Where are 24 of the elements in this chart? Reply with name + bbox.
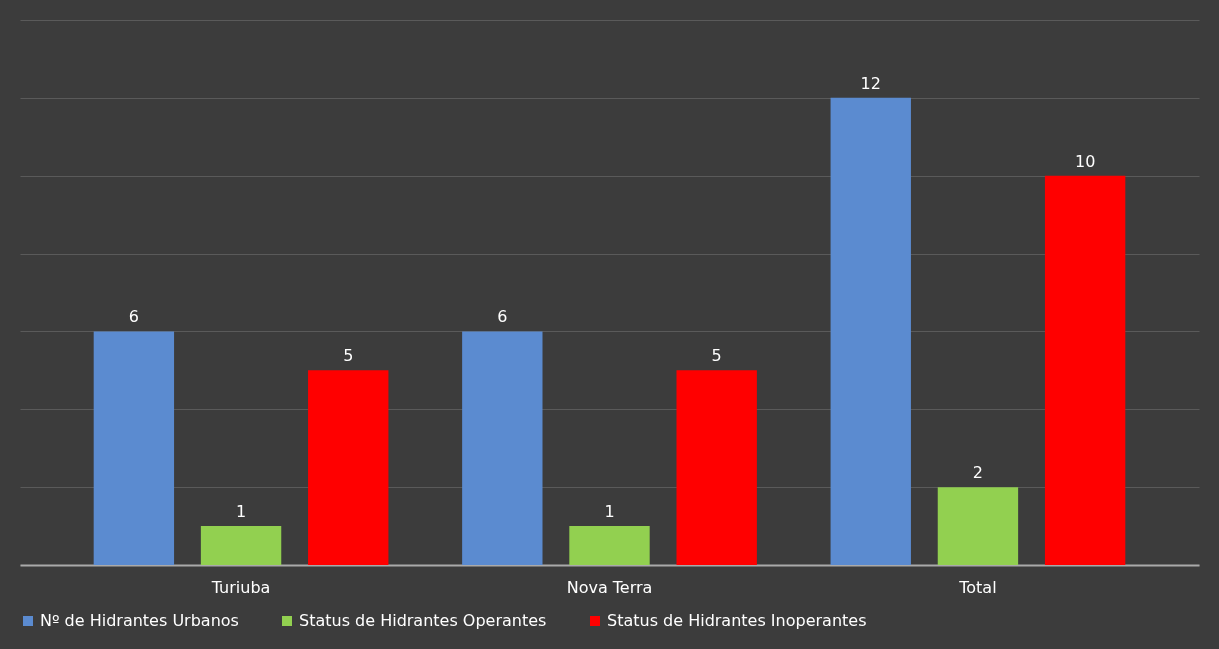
bar <box>308 370 389 565</box>
data-label: 12 <box>860 73 881 93</box>
data-label: 5 <box>343 346 354 366</box>
bar <box>1044 175 1126 565</box>
data-label: 10 <box>1074 151 1096 171</box>
data-label: 6 <box>497 307 508 327</box>
bar <box>200 526 282 565</box>
bar <box>569 526 650 565</box>
legend-label: Status de Hidrantes Operantes <box>299 611 547 630</box>
x-tick-label: Turiuba <box>210 577 271 597</box>
x-tick-label: Nova Terra <box>566 577 653 597</box>
legend-label: Nº de Hidrantes Urbanos <box>40 611 239 630</box>
legend-label: Status de Hidrantes Inoperantes <box>607 611 867 630</box>
x-tick-label: Total <box>958 577 997 597</box>
data-label: 6 <box>128 307 139 327</box>
data-label: 5 <box>711 346 722 366</box>
bar <box>830 97 911 565</box>
bar <box>937 487 1019 565</box>
bar <box>93 331 175 565</box>
bar <box>462 331 543 565</box>
data-label: 1 <box>235 502 247 522</box>
data-label: 2 <box>972 463 984 483</box>
data-label: 1 <box>604 502 615 522</box>
bar <box>676 370 757 565</box>
